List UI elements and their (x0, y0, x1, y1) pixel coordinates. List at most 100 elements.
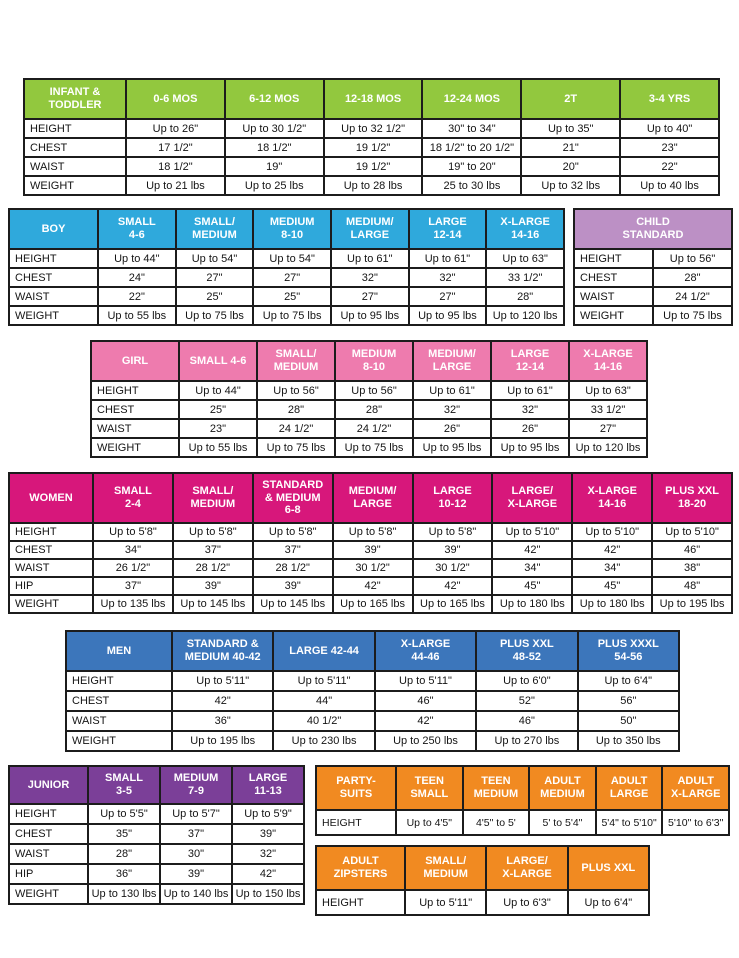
child-standard-size-table: CHILD STANDARD HEIGHT Up to 56" CHEST 28" WAI… (573, 208, 733, 326)
junior-row-height: HEIGHT Up to 5'5" Up to 5'7" Up to 5'9" (8, 803, 305, 825)
size-value: Up to 56" (334, 380, 414, 401)
infant-toddler-row-waist: WAIST 18 1/2" 19" 19 1/2" 19" to 20" 20" 22" (23, 156, 720, 177)
size-value: 30 1/2" (331, 558, 414, 578)
size-value: Up to 55 lbs (97, 305, 177, 326)
size-value: Up to 32 1/2" (322, 118, 424, 139)
boy-row-height: HEIGHT Up to 44" Up to 54" Up to 54" Up to 6… (8, 248, 565, 269)
size-value: 33 1/2" (568, 399, 648, 420)
size-value: Up to 28 lbs (322, 175, 424, 196)
party-suits-column-header-1: TEEN MEDIUM (461, 765, 531, 811)
row-label: CHEST (8, 823, 89, 845)
size-value: Up to 140 lbs (159, 883, 233, 905)
row-label: WAIST (8, 843, 89, 865)
size-value: 56" (576, 690, 681, 712)
child-standard-row-weight: WEIGHT Up to 75 lbs (573, 305, 733, 326)
size-value: 42" (571, 540, 654, 560)
size-value: 30" to 34" (421, 118, 523, 139)
size-value: 28" (652, 267, 733, 288)
men-column-header-2: X-LARGE 44-46 (373, 630, 478, 672)
size-value: 25" (174, 286, 255, 307)
junior-row-waist: WAIST 28" 30" 32" (8, 843, 305, 865)
party-suits-size-table: PARTY- SUITS TEEN SMALL TEEN MEDIUM ADULT M… (315, 765, 730, 836)
men-table: MEN STANDARD & MEDIUM 40-42 LARGE 42-44 X-L… (65, 630, 681, 752)
size-value: 33 1/2" (485, 267, 565, 288)
infant-toddler-row-height: HEIGHT Up to 26" Up to 30 1/2" Up to 32 1/2… (23, 118, 720, 139)
infant-toddler-column-header-2: 12-18 MOS (322, 78, 424, 120)
size-value: 32" (407, 267, 488, 288)
boy-column-header-4: LARGE 12-14 (407, 208, 488, 250)
girl-table: GIRL SMALL 4-6 SMALL/ MEDIUM MEDIUM 8-10 MED… (90, 340, 648, 458)
size-value: Up to 95 lbs (329, 305, 410, 326)
size-value: 38" (651, 558, 733, 578)
size-value: Up to 75 lbs (334, 437, 414, 458)
size-value: Up to 25 lbs (223, 175, 325, 196)
size-value: 50" (576, 710, 681, 732)
infant-toddler-column-header-4: 2T (520, 78, 622, 120)
men-column-header-1: LARGE 42-44 (272, 630, 376, 672)
size-value: 18 1/2" to 20 1/2" (421, 137, 523, 158)
women-column-header-0: SMALL 2-4 (92, 472, 174, 524)
men-row-height: HEIGHT Up to 5'11" Up to 5'11" Up to 5'11" U… (65, 670, 681, 692)
child-standard-row-height: HEIGHT Up to 56" (573, 248, 733, 269)
size-value: Up to 40" (619, 118, 720, 139)
boy-size-table: BOY SMALL 4-6 SMALL/ MEDIUM MEDIUM 8-10 MEDI… (8, 208, 565, 326)
size-value: Up to 4'5" (395, 809, 464, 836)
size-value: 28" (87, 843, 161, 865)
women-row-height: HEIGHT Up to 5'8" Up to 5'8" Up to 5'8" Up t… (8, 522, 733, 542)
boy-column-header-0: SMALL 4-6 (97, 208, 177, 250)
size-value: 36" (170, 710, 275, 732)
size-value: Up to 54" (174, 248, 255, 269)
row-label: HEIGHT (8, 522, 94, 542)
boy-row-waist: WAIST 22" 25" 25" 27" 27" 28" (8, 286, 565, 307)
size-value: 42" (491, 540, 574, 560)
size-value: 27" (329, 286, 410, 307)
row-label: WAIST (90, 418, 180, 439)
size-value: 42" (170, 690, 275, 712)
women-column-header-2: STANDARD & MEDIUM 6-8 (251, 472, 334, 524)
size-value: Up to 5'11" (373, 670, 478, 692)
row-label: WAIST (65, 710, 173, 732)
girl-column-header-4: LARGE 12-14 (490, 340, 570, 382)
size-value: Up to 95 lbs (490, 437, 570, 458)
size-value: Up to 75 lbs (252, 305, 332, 326)
size-value: 42" (331, 576, 414, 596)
size-value: 42" (231, 863, 305, 885)
adult-zipsters-column-header-2: PLUS XXL (566, 845, 651, 891)
junior-row-hip: HIP 36" 39" 42" (8, 863, 305, 885)
row-label: CHEST (8, 267, 99, 288)
boy-table-title: BOY (8, 208, 99, 250)
size-value: Up to 350 lbs (576, 730, 681, 752)
men-row-chest: CHEST 42" 44" 46" 52" 56" (65, 690, 681, 712)
row-label: WEIGHT (573, 305, 654, 326)
party-suits-column-header-4: ADULT X-LARGE (661, 765, 730, 811)
adult-zipsters-size-table: ADULT ZIPSTERS SMALL/ MEDIUM LARGE/ X-LARG… (315, 845, 651, 916)
size-value: Up to 6'3" (485, 889, 569, 916)
men-table-title: MEN (65, 630, 173, 672)
size-value: 25" (178, 399, 258, 420)
size-value: Up to 165 lbs (411, 594, 494, 614)
party-suits-column-header-2: ADULT MEDIUM (528, 765, 597, 811)
size-value: 40 1/2" (272, 710, 376, 732)
size-value: 28 1/2" (171, 558, 254, 578)
women-row-hip: HIP 37" 39" 39" 42" 42" 45" 45" 48" (8, 576, 733, 596)
adult-zipsters-table: ADULT ZIPSTERS SMALL/ MEDIUM LARGE/ X-LARG… (315, 845, 651, 916)
size-value: 28" (334, 399, 414, 420)
party-suits-header-row: PARTY- SUITS TEEN SMALL TEEN MEDIUM ADULT M… (315, 765, 730, 811)
child-standard-table-title: CHILD STANDARD (573, 208, 733, 250)
size-value: Up to 61" (329, 248, 410, 269)
size-value: 45" (571, 576, 654, 596)
size-value: 42" (411, 576, 494, 596)
size-value: 39" (411, 540, 494, 560)
size-value: Up to 55 lbs (178, 437, 258, 458)
row-label: HEIGHT (315, 809, 397, 836)
size-value: Up to 30 1/2" (223, 118, 325, 139)
girl-column-header-3: MEDIUM/ LARGE (412, 340, 492, 382)
size-value: Up to 6'4" (566, 889, 651, 916)
girl-header-row: GIRL SMALL 4-6 SMALL/ MEDIUM MEDIUM 8-10 MED… (90, 340, 648, 382)
size-value: Up to 145 lbs (251, 594, 334, 614)
size-value: 35" (87, 823, 161, 845)
girl-column-header-5: X-LARGE 14-16 (568, 340, 648, 382)
child-standard-header-row: CHILD STANDARD (573, 208, 733, 250)
size-value: Up to 75 lbs (174, 305, 255, 326)
row-label: WAIST (573, 286, 654, 307)
